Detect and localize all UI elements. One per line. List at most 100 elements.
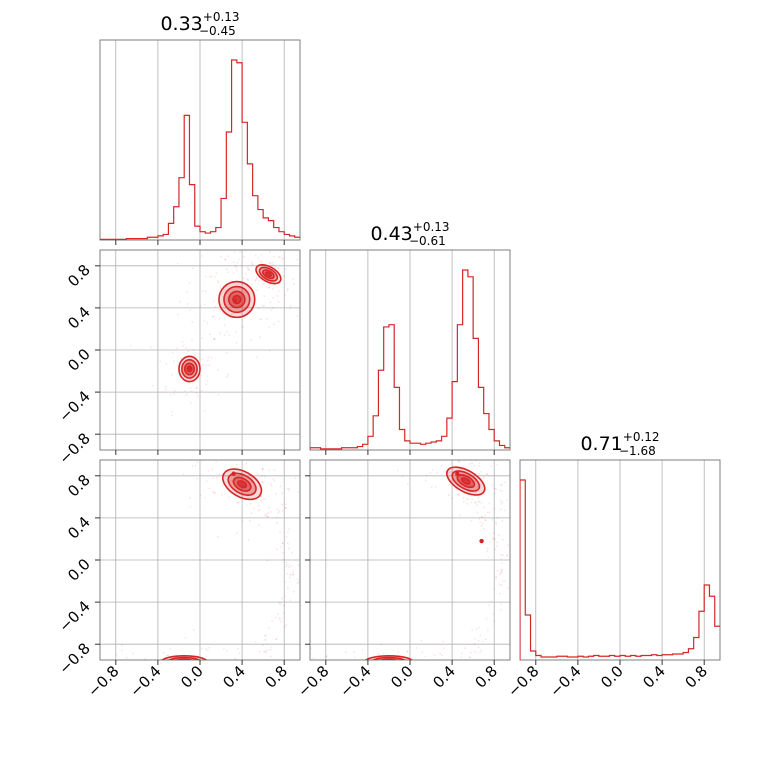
- scatter-point: [474, 637, 476, 640]
- scatter-point: [203, 496, 206, 499]
- scatter-point: [495, 577, 497, 580]
- scatter-point: [353, 656, 356, 659]
- scatter-point: [184, 394, 187, 397]
- scatter-point: [477, 626, 480, 629]
- param-title-value: 0.33: [160, 13, 202, 35]
- scatter-point: [421, 651, 424, 654]
- scatter-point: [438, 436, 440, 438]
- scatter-point: [474, 651, 477, 653]
- scatter-point: [219, 308, 222, 311]
- scatter-point: [243, 290, 246, 293]
- scatter-point: [427, 663, 429, 665]
- scatter-points: [129, 250, 300, 417]
- scatter-point: [497, 534, 500, 536]
- scatter-point: [485, 473, 488, 476]
- scatter-point: [201, 358, 204, 361]
- scatter-point: [282, 604, 285, 607]
- contour-region-1: [218, 280, 256, 319]
- scatter-point: [282, 274, 285, 277]
- scatter-point: [272, 255, 275, 258]
- scatter-point: [253, 507, 255, 510]
- scatter-point: [192, 629, 195, 632]
- pair-contents: [129, 250, 300, 417]
- scatter-point: [235, 463, 238, 466]
- contour-level-3: [174, 658, 194, 660]
- y-tick-label: −0.4: [55, 387, 93, 425]
- scatter-point: [206, 379, 209, 382]
- scatter-point: [278, 256, 280, 259]
- contour-region-1: [222, 468, 263, 501]
- scatter-point: [299, 592, 300, 595]
- scatter-point: [277, 613, 279, 616]
- scatter-point: [470, 501, 473, 504]
- scatter-point: [488, 511, 491, 514]
- histogram-steps: [100, 59, 300, 240]
- scatter-point: [279, 485, 282, 488]
- scatter-point: [411, 447, 413, 449]
- scatter-point: [255, 278, 257, 281]
- scatter-point: [189, 309, 192, 311]
- scatter-point: [483, 493, 486, 495]
- scatter-point: [466, 661, 468, 663]
- scatter-point: [196, 386, 199, 389]
- scatter-point: [479, 521, 482, 523]
- scatter-point: [500, 571, 503, 574]
- scatter-point: [262, 644, 264, 647]
- scatter-point: [493, 492, 496, 495]
- scatter-point: [269, 283, 271, 286]
- scatter-point: [284, 503, 287, 506]
- scatter-point: [433, 654, 436, 657]
- scatter-point: [257, 504, 260, 507]
- pair-panel-2-3: −0.8 −0.4 0.0 0.4 0.8: [294, 424, 511, 701]
- scatter-point: [273, 323, 276, 325]
- scatter-point: [207, 359, 209, 362]
- scatter-point: [448, 483, 451, 486]
- scatter-point: [458, 493, 460, 495]
- scatter-point: [215, 272, 218, 274]
- scatter-point: [280, 503, 283, 506]
- scatter-point: [274, 264, 277, 267]
- scatter-point: [215, 669, 217, 671]
- scatter-point: [267, 626, 270, 629]
- scatter-point: [258, 508, 261, 511]
- scatter-point: [217, 369, 220, 371]
- scatter-point: [222, 648, 225, 650]
- scatter-point: [254, 663, 256, 665]
- scatter-point: [173, 390, 176, 392]
- scatter-point: [304, 657, 306, 659]
- scatter-point: [439, 663, 441, 665]
- contour-region-2: [364, 654, 413, 660]
- scatter-point: [283, 626, 286, 628]
- scatter-point: [176, 313, 179, 316]
- scatter-point: [494, 548, 497, 551]
- scatter-point: [277, 300, 280, 303]
- scatter-point: [166, 654, 168, 657]
- scatter-point: [499, 592, 501, 595]
- scatter-point: [352, 650, 355, 653]
- scatter-point: [397, 453, 399, 455]
- scatter-point: [269, 301, 272, 304]
- scatter-point: [201, 460, 204, 461]
- scatter-point: [292, 573, 295, 576]
- scatter-point: [263, 305, 265, 308]
- scatter-point: [432, 424, 434, 426]
- scatter-point: [495, 575, 498, 578]
- scatter-point: [461, 457, 463, 459]
- scatter-point: [199, 494, 202, 497]
- scatter-point: [259, 650, 261, 653]
- scatter-point: [226, 375, 229, 378]
- scatter-point: [284, 581, 287, 584]
- scatter-point: [230, 280, 233, 282]
- scatter-point: [267, 512, 270, 514]
- scatter-point: [268, 286, 271, 289]
- scatter-point: [255, 276, 258, 279]
- density-peak: [455, 471, 460, 476]
- scatter-point: [288, 487, 290, 490]
- scatter-point: [203, 319, 206, 322]
- scatter-point: [344, 651, 347, 654]
- scatter-point: [193, 452, 195, 454]
- scatter-point: [235, 501, 238, 504]
- scatter-point: [289, 305, 292, 307]
- scatter-point: [463, 668, 465, 670]
- scatter-point: [278, 601, 281, 604]
